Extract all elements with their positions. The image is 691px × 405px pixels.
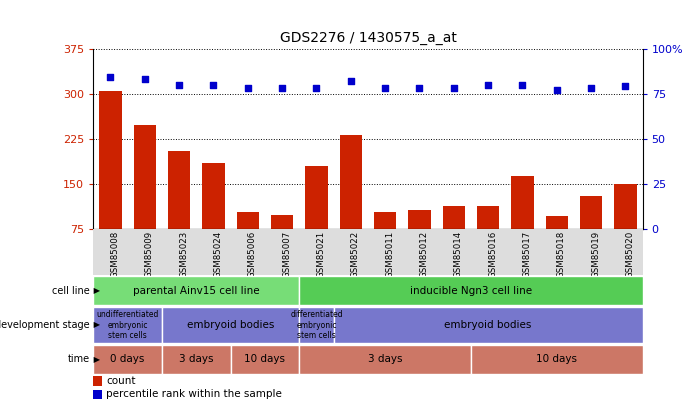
Point	[173, 81, 184, 88]
Bar	[202, 163, 225, 274]
Text: GSM85007: GSM85007	[282, 231, 291, 278]
Text: GSM85019: GSM85019	[591, 231, 600, 278]
Point	[243, 85, 254, 92]
Bar	[93, 307, 162, 343]
Text: 10 days: 10 days	[536, 354, 577, 364]
Point	[311, 85, 322, 92]
Text: time: time	[68, 354, 90, 364]
Text: development stage: development stage	[0, 320, 90, 330]
Bar	[299, 276, 643, 305]
Point	[482, 81, 493, 88]
Bar	[271, 215, 293, 274]
Bar	[443, 206, 465, 274]
Text: GSM85006: GSM85006	[248, 231, 257, 278]
Point	[585, 85, 596, 92]
Text: GSM85008: GSM85008	[111, 231, 120, 278]
Text: GSM85022: GSM85022	[351, 231, 360, 278]
Bar	[236, 212, 259, 274]
Text: GSM85016: GSM85016	[488, 231, 497, 278]
Text: GSM85011: GSM85011	[385, 231, 394, 278]
Bar	[374, 212, 396, 274]
Bar	[93, 345, 162, 374]
Point	[379, 85, 390, 92]
Bar	[334, 307, 643, 343]
Bar	[168, 151, 190, 274]
Bar	[511, 176, 533, 274]
Bar	[305, 166, 328, 274]
Point	[346, 78, 357, 84]
Bar	[93, 377, 102, 386]
Bar	[231, 345, 299, 374]
Text: parental Ainv15 cell line: parental Ainv15 cell line	[133, 286, 260, 296]
Text: 3 days: 3 days	[179, 354, 214, 364]
Text: 3 days: 3 days	[368, 354, 402, 364]
Text: 0 days: 0 days	[111, 354, 145, 364]
Bar	[546, 215, 568, 274]
Bar	[408, 210, 430, 274]
Text: embryoid bodies: embryoid bodies	[444, 320, 532, 330]
Text: GSM85024: GSM85024	[214, 231, 223, 278]
Text: GSM85023: GSM85023	[179, 231, 188, 278]
Text: embryoid bodies: embryoid bodies	[187, 320, 274, 330]
Bar	[471, 345, 643, 374]
Point	[517, 81, 528, 88]
Point	[448, 85, 460, 92]
Text: count: count	[106, 376, 136, 386]
Point	[620, 83, 631, 90]
Point	[414, 85, 425, 92]
Bar	[299, 345, 471, 374]
Text: GSM85014: GSM85014	[454, 231, 463, 278]
Title: GDS2276 / 1430575_a_at: GDS2276 / 1430575_a_at	[280, 31, 456, 45]
Text: GSM85020: GSM85020	[625, 231, 634, 278]
Bar	[340, 134, 362, 274]
Point	[140, 76, 151, 83]
Text: inducible Ngn3 cell line: inducible Ngn3 cell line	[410, 286, 532, 296]
Bar	[93, 390, 102, 399]
Bar	[93, 276, 299, 305]
Text: ▶: ▶	[91, 355, 100, 364]
Text: ▶: ▶	[91, 320, 100, 330]
Text: GSM85012: GSM85012	[419, 231, 428, 278]
Point	[208, 81, 219, 88]
Text: GSM85021: GSM85021	[316, 231, 325, 278]
Bar	[162, 307, 299, 343]
Text: percentile rank within the sample: percentile rank within the sample	[106, 389, 283, 399]
Bar	[100, 91, 122, 274]
Text: GSM85009: GSM85009	[145, 231, 154, 278]
Text: 10 days: 10 days	[245, 354, 285, 364]
Bar	[580, 196, 603, 274]
Point	[551, 87, 562, 93]
Text: GSM85017: GSM85017	[522, 231, 531, 278]
Point	[276, 85, 287, 92]
Bar	[162, 345, 231, 374]
Text: differentiated
embryonic
stem cells: differentiated embryonic stem cells	[290, 310, 343, 340]
Point	[105, 74, 116, 81]
Text: undifferentiated
embryonic
stem cells: undifferentiated embryonic stem cells	[97, 310, 159, 340]
Text: ▶: ▶	[91, 286, 100, 295]
Bar	[299, 307, 334, 343]
Bar	[133, 125, 156, 274]
Bar	[614, 184, 636, 274]
Text: GSM85018: GSM85018	[557, 231, 566, 278]
Bar	[477, 206, 500, 274]
Text: cell line: cell line	[52, 286, 90, 296]
